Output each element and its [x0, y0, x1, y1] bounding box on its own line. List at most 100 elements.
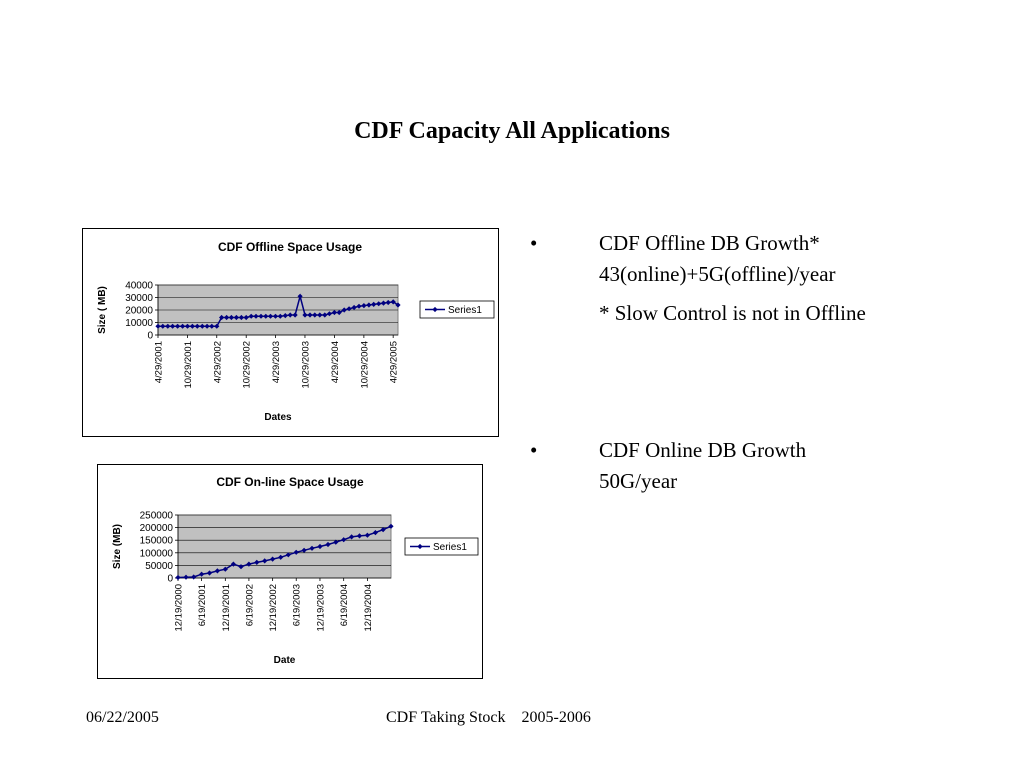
bullet-item-online: • CDF Online DB Growth 50G/year [530, 435, 1010, 497]
data-point [209, 323, 215, 329]
x-tick-label: 6/19/2001 [197, 584, 208, 626]
bullet-marker: • [530, 231, 538, 255]
data-point [380, 527, 386, 533]
x-tick-label: 4/29/2003 [271, 341, 282, 383]
y-tick-label: 200000 [140, 523, 174, 534]
chart-title: CDF On-line Space Usage [216, 475, 364, 489]
online-chart: CDF On-line Space Usage 0 50000 100000 15000… [97, 464, 483, 679]
data-point [206, 570, 213, 576]
data-point [253, 313, 259, 319]
offline-chart: CDF Offline Space Usage 0 10000 20000 30000 4… [82, 228, 499, 437]
bullet-line: 50G/year [599, 469, 678, 493]
data-point [248, 313, 254, 319]
data-point [356, 303, 362, 309]
data-point [175, 323, 181, 329]
x-tick-label: 12/19/2001 [221, 584, 232, 632]
y-axis-label: Size (MB) [112, 524, 123, 569]
data-point [263, 313, 269, 319]
legend-box [404, 537, 479, 556]
x-tick-label: 4/29/2005 [389, 341, 400, 383]
data-point [302, 312, 308, 318]
data-point [317, 543, 323, 550]
data-point [160, 323, 166, 329]
y-tick-label: 30000 [125, 293, 153, 304]
y-tick-label: 50000 [145, 561, 173, 572]
series-line [177, 525, 392, 579]
data-point [351, 304, 357, 311]
data-point [366, 302, 372, 308]
bullet-marker: • [530, 438, 538, 462]
data-point [395, 302, 401, 308]
y-tick-label: 250000 [140, 511, 174, 522]
x-tick-label: 12/19/2003 [315, 584, 326, 632]
y-tick-label: 150000 [140, 536, 174, 547]
data-point [267, 313, 274, 319]
x-tick-label: 6/19/2002 [244, 584, 255, 626]
data-point [388, 523, 394, 529]
data-point [175, 574, 181, 581]
data-point [243, 314, 249, 321]
data-point [322, 312, 328, 318]
data-point [385, 299, 391, 306]
data-point [199, 571, 205, 577]
bullet-line: CDF Offline DB Growth* [599, 231, 820, 255]
data-point [297, 293, 303, 299]
data-point [277, 313, 283, 319]
y-tick-label: 100000 [140, 548, 174, 559]
data-point [194, 323, 200, 329]
legend-marker [417, 543, 423, 550]
x-tick-label: 10/29/2001 [183, 341, 194, 389]
slide-title: CDF Capacity All Applications [354, 118, 670, 144]
offline-chart-svg: CDF Offline Space Usage01000020000300004… [97, 240, 495, 423]
data-point [165, 323, 171, 329]
y-tick-label: 20000 [125, 306, 153, 317]
data-point [155, 323, 161, 329]
data-point [341, 307, 347, 313]
y-tick-label: 0 [147, 331, 153, 342]
data-point [325, 541, 331, 548]
data-point [307, 312, 313, 318]
data-point [238, 564, 244, 570]
x-tick-label: 4/29/2004 [330, 341, 341, 383]
data-point [199, 323, 205, 329]
data-point [336, 309, 342, 316]
y-axis-label: Size ( MB) [97, 286, 108, 334]
data-point [214, 323, 220, 329]
online-chart-svg: CDF On-line Space Usage 0 50000 10000015000… [112, 475, 479, 666]
data-point [228, 314, 234, 321]
data-point [346, 306, 352, 312]
data-point [184, 323, 191, 329]
bullet-line: CDF Online DB Growth [599, 438, 807, 462]
data-point [224, 314, 230, 321]
data-point [219, 314, 225, 321]
y-tick-label: 10000 [125, 318, 153, 329]
plot-area [177, 514, 392, 579]
y-tick-label: 40000 [125, 281, 153, 292]
data-point [376, 301, 382, 307]
data-point [238, 314, 244, 321]
data-point [317, 312, 323, 318]
chart-title: CDF Offline Space Usage [218, 240, 362, 254]
x-axis-label: Date [274, 655, 296, 666]
data-point [287, 312, 293, 318]
data-point [180, 323, 186, 329]
x-tick-label: 4/29/2002 [212, 341, 223, 383]
x-tick-label: 12/19/2004 [363, 584, 374, 632]
data-point [191, 574, 197, 580]
x-axis-label: Dates [264, 412, 292, 423]
data-point [222, 566, 228, 572]
bullet-line: 43(online)+5G(offline)/year [599, 262, 836, 286]
data-point [233, 314, 239, 321]
legend-box [419, 300, 495, 319]
x-tick-label: 12/19/2000 [174, 584, 185, 632]
x-tick-label: 6/19/2003 [292, 584, 303, 626]
data-point [204, 323, 210, 329]
data-point [170, 323, 176, 329]
x-tick-label: 10/29/2003 [300, 341, 311, 389]
footer-date: 06/22/2005 [86, 709, 159, 726]
legend-marker [432, 306, 438, 313]
data-point [309, 545, 315, 551]
data-point [361, 303, 367, 309]
x-tick-label: 10/29/2004 [359, 341, 370, 389]
bullet-list: • CDF Offline DB Growth* 43(online)+5G(o… [530, 228, 1010, 497]
